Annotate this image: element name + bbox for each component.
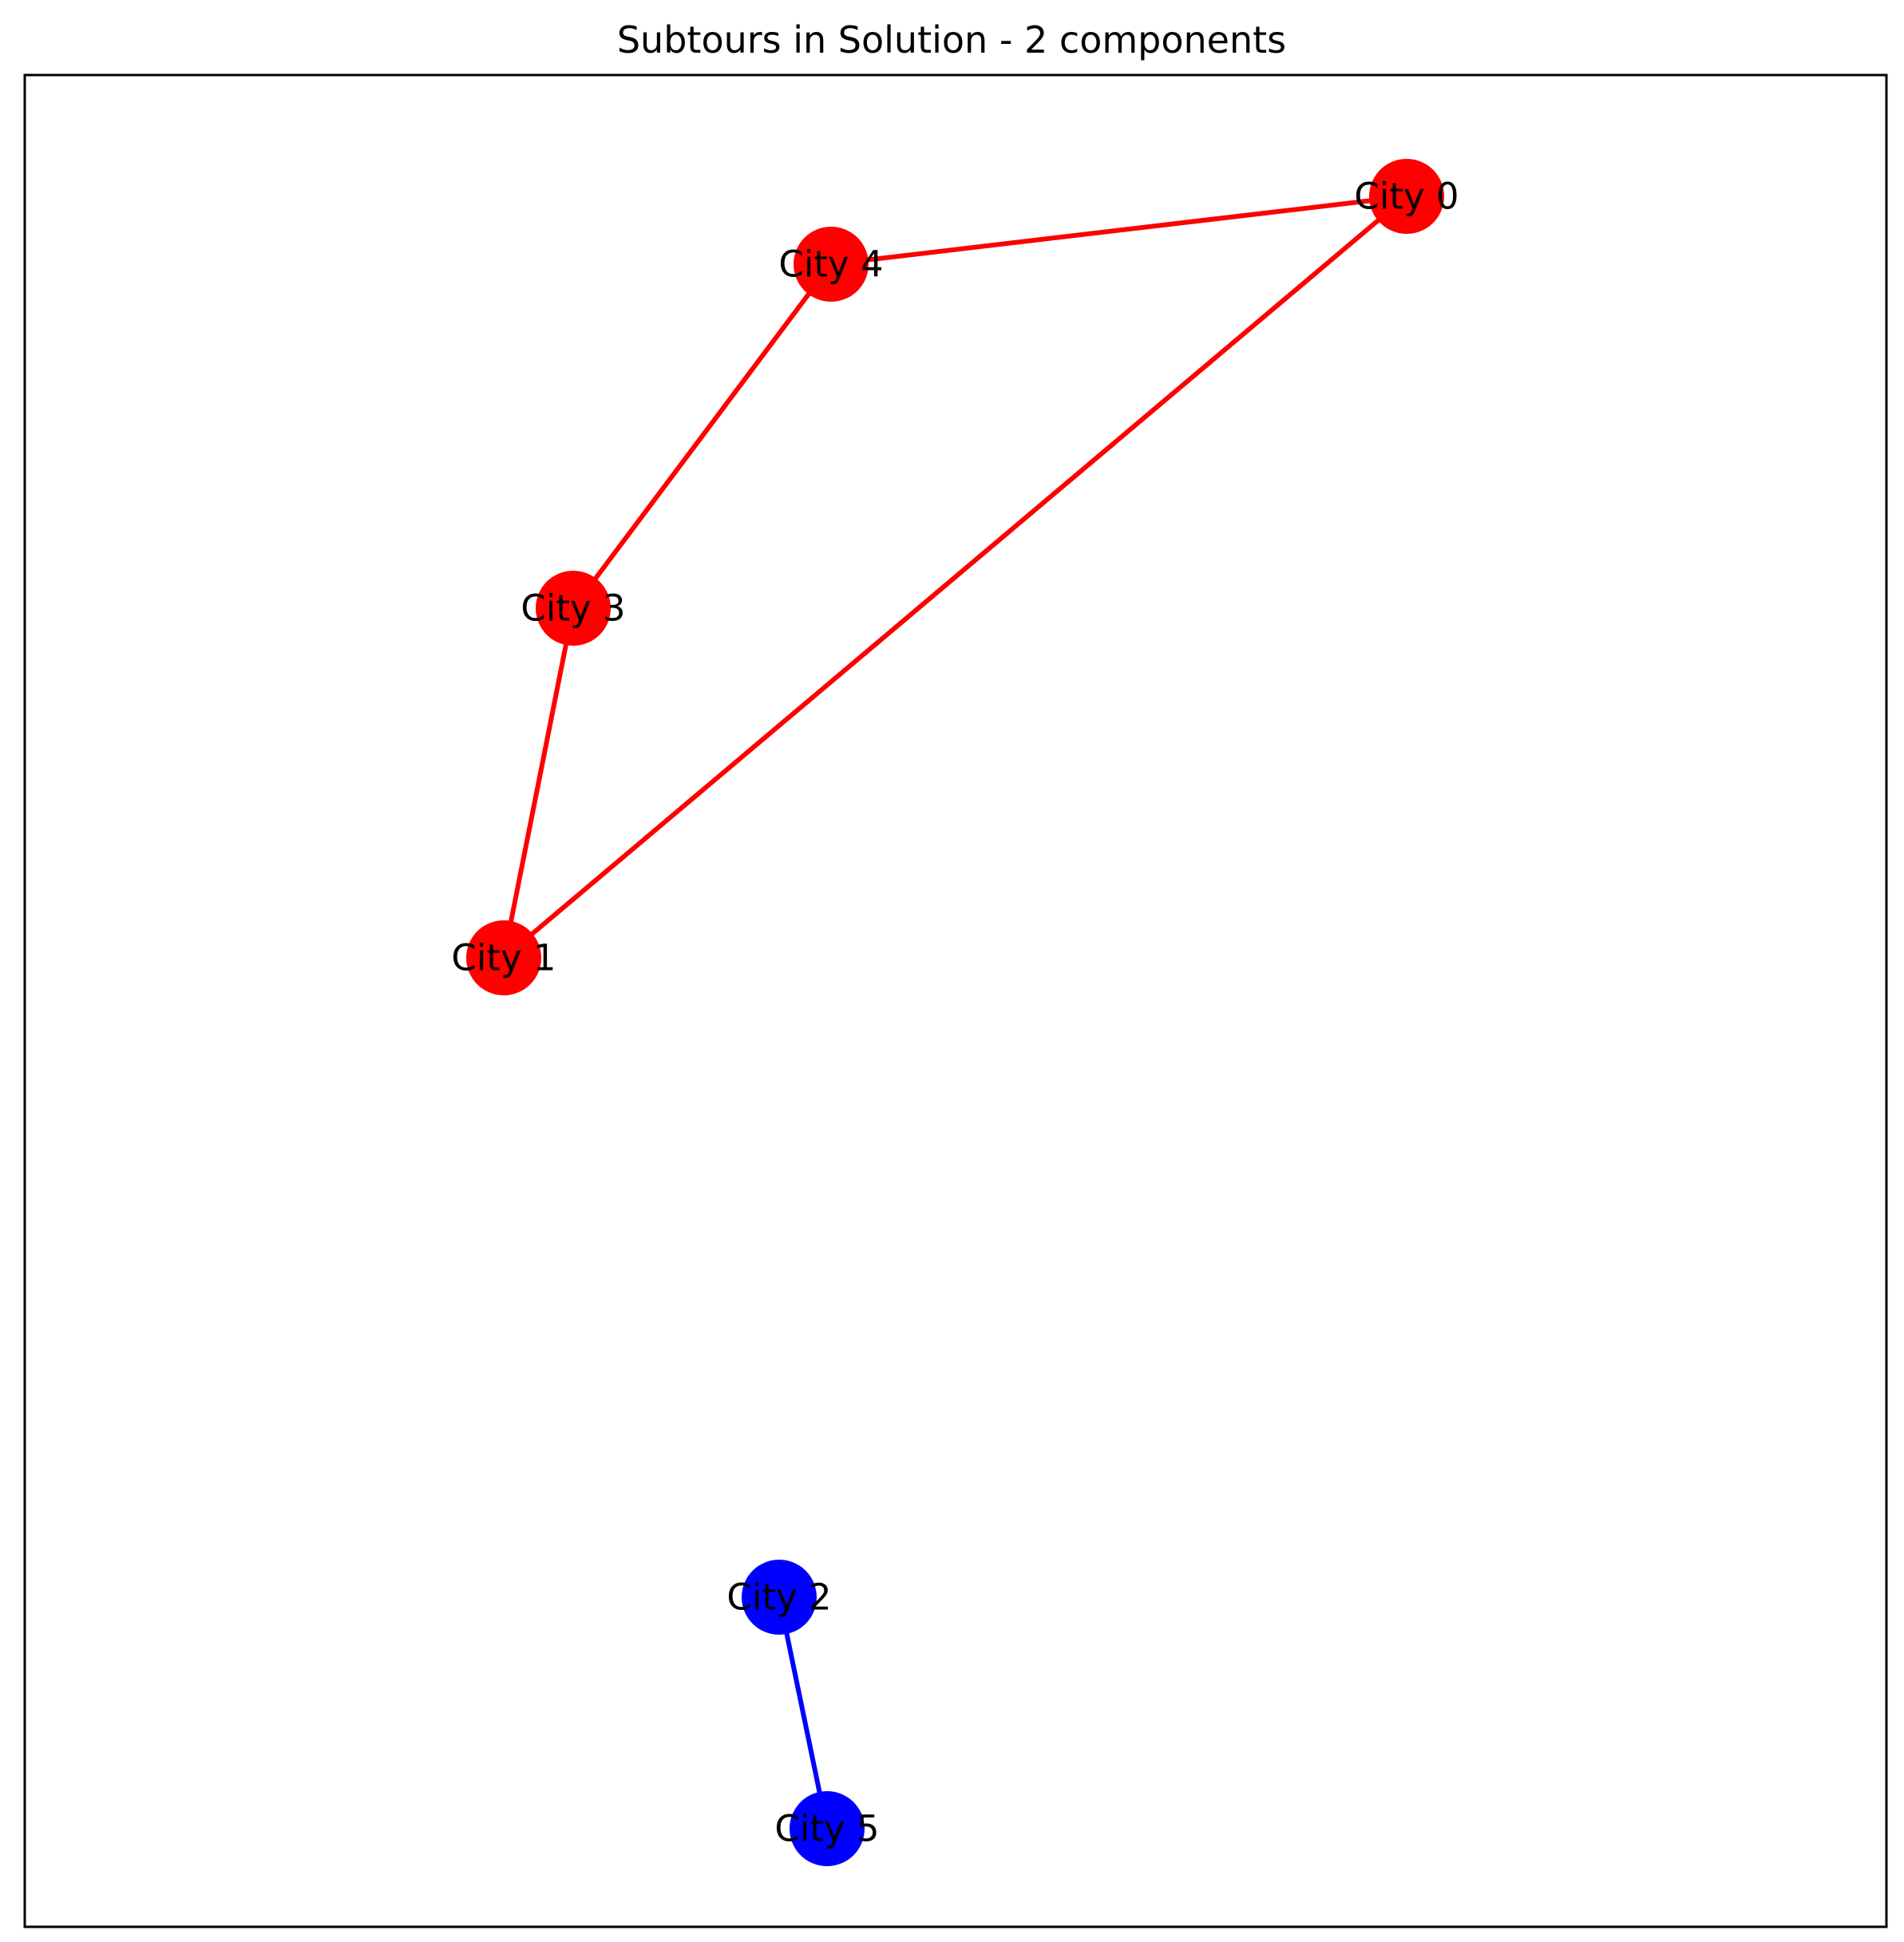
axes-frame — [23, 73, 1888, 1928]
node-label-city-4: City 4 — [778, 243, 883, 286]
node-label-city-2: City 2 — [726, 1576, 831, 1619]
node-label-city-5: City 5 — [774, 1808, 879, 1850]
node-label-city-1: City 1 — [451, 937, 556, 979]
node-city-4 — [794, 227, 869, 302]
node-city-0 — [1369, 159, 1444, 234]
edge-city-0-city-4 — [829, 194, 1409, 267]
node-city-2 — [742, 1560, 817, 1635]
node-city-3 — [536, 571, 611, 646]
labels-layer: City 0 City 1 City 2 City 3 City 4 City 5 — [451, 176, 1459, 1850]
edges-layer — [501, 194, 1409, 1831]
node-label-city-3: City 3 — [521, 587, 625, 630]
nodes-layer — [466, 159, 1444, 1866]
plot-title: Subtours in Solution - 2 components — [617, 18, 1286, 61]
edge-city-4-city-3 — [571, 262, 833, 611]
edge-city-2-city-5 — [777, 1595, 829, 1831]
edge-city-1-city-0 — [501, 194, 1409, 960]
node-city-5 — [790, 1791, 865, 1866]
node-city-1 — [466, 920, 541, 995]
node-label-city-0: City 0 — [1354, 176, 1459, 218]
edge-city-3-city-1 — [501, 606, 576, 960]
